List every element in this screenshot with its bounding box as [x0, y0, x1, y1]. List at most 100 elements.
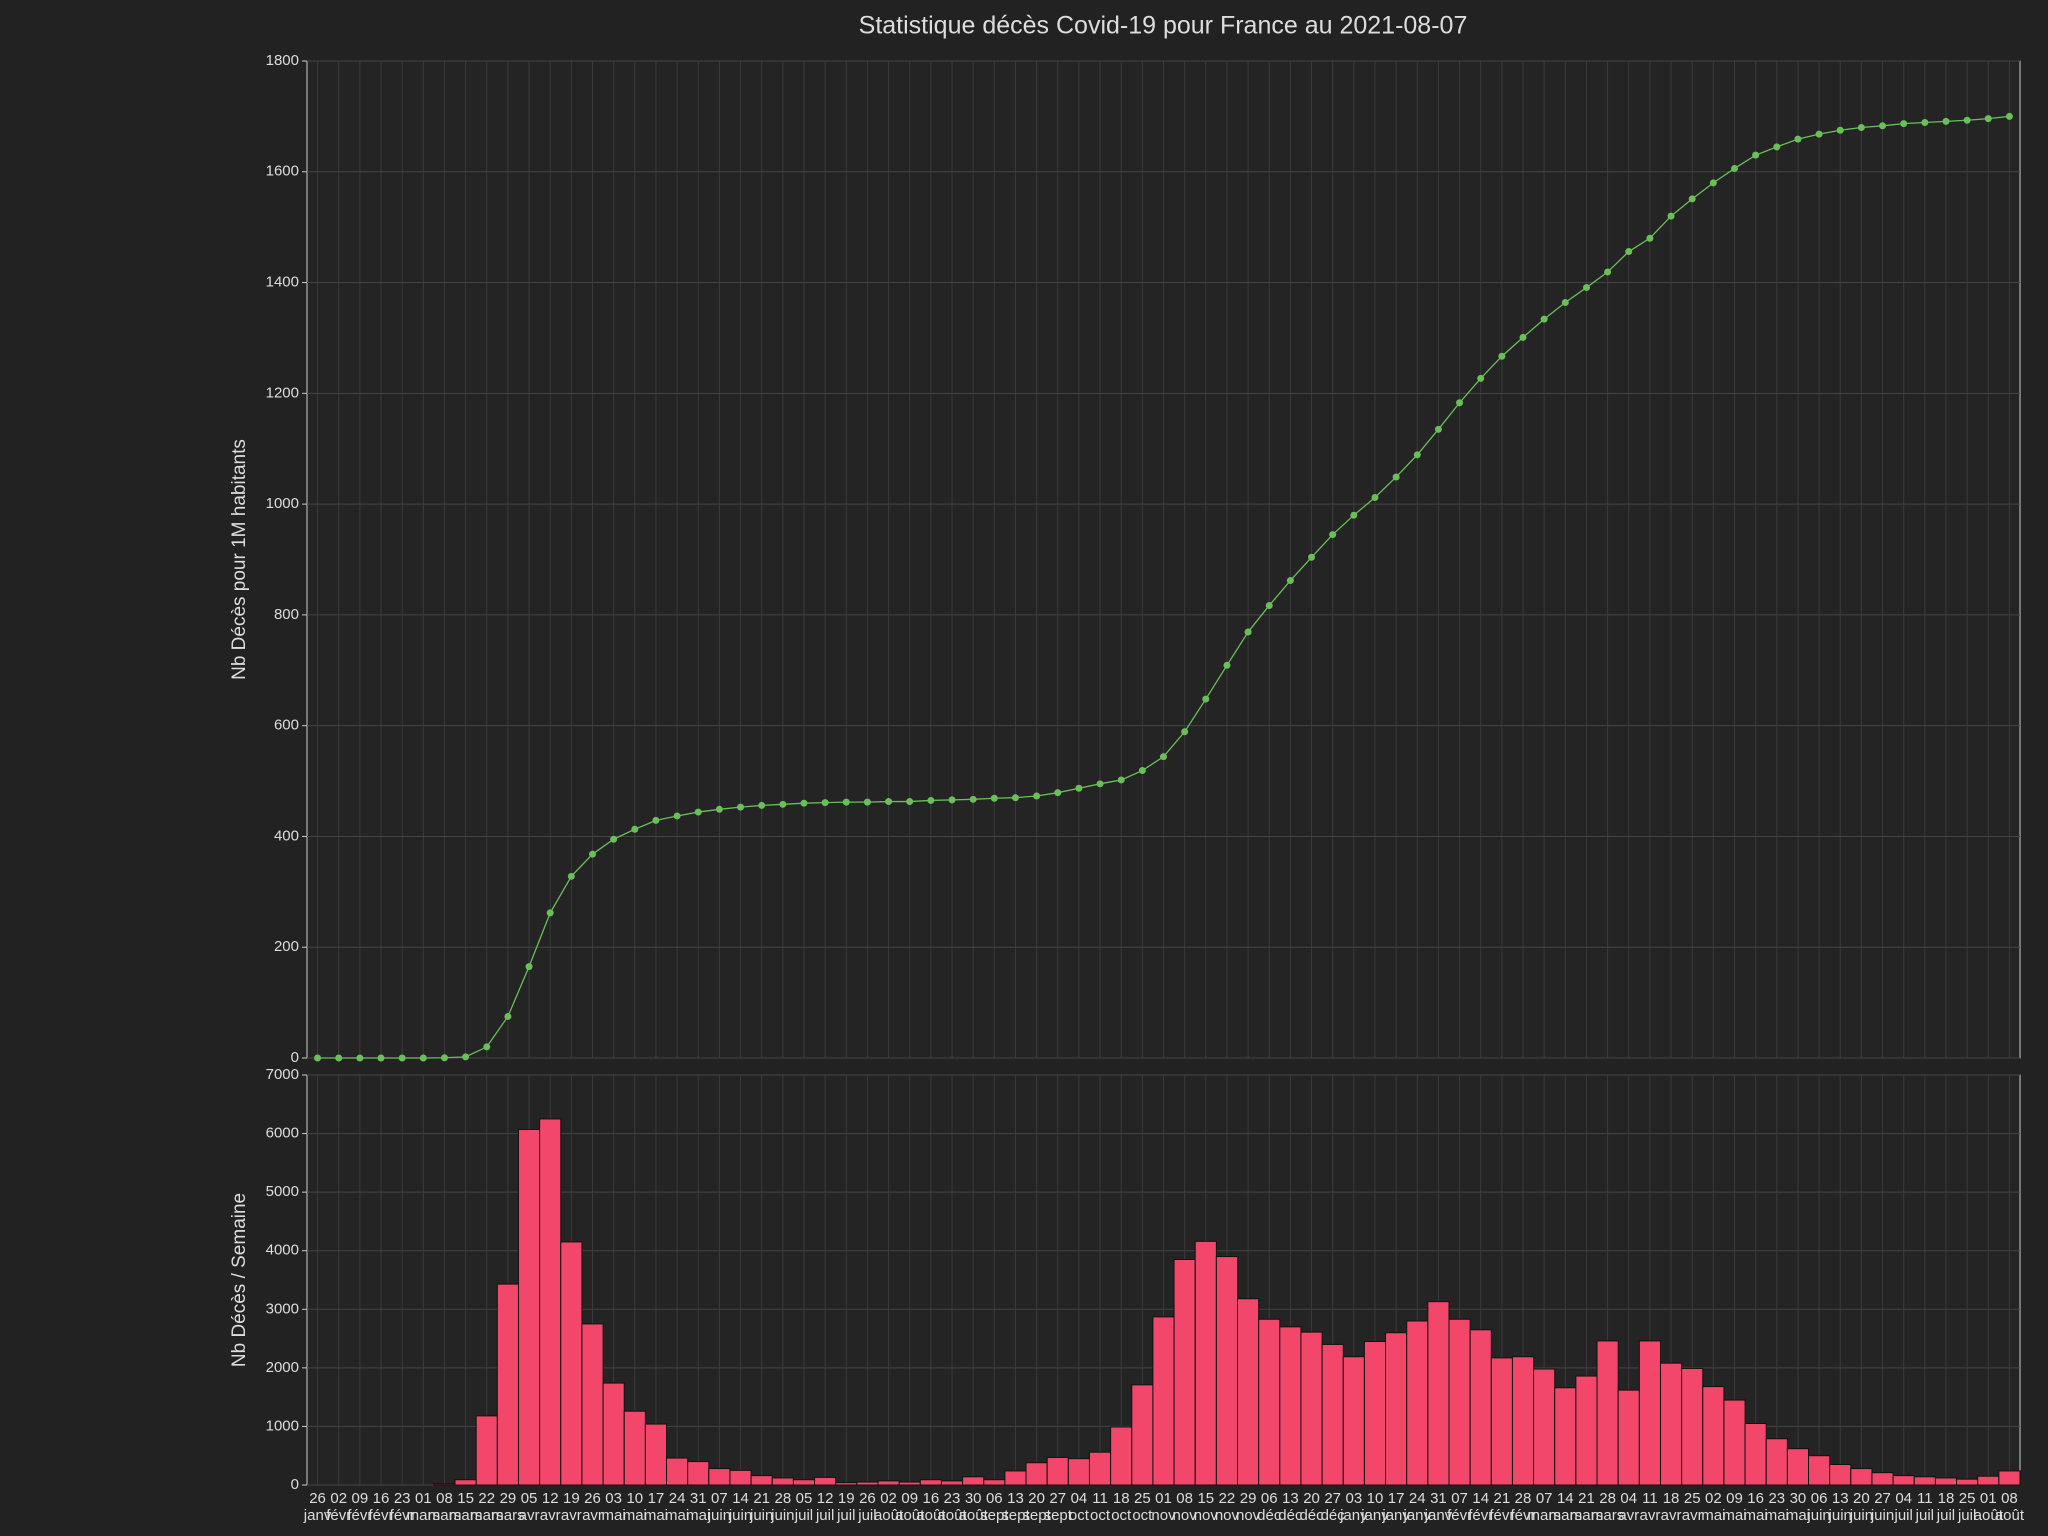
x-tick-label: 05 — [796, 1490, 813, 1507]
point — [1498, 352, 1506, 360]
bar — [1448, 1318, 1471, 1486]
bar — [1892, 1475, 1915, 1486]
x-tick-label: févr — [326, 1507, 351, 1524]
point — [356, 1054, 364, 1062]
x-tick-label: 21 — [1494, 1490, 1511, 1507]
bar — [517, 1128, 541, 1486]
x-tick-label: oct — [1090, 1507, 1111, 1524]
x-tick-label: sept — [1044, 1507, 1073, 1524]
x-tick-label: 10 — [1367, 1490, 1384, 1507]
y-tick-label: 1800 — [266, 52, 299, 69]
x-tick-label: mars — [491, 1507, 524, 1524]
bar — [1110, 1426, 1133, 1486]
x-tick-label: 16 — [373, 1490, 390, 1507]
x-tick-label: 15 — [457, 1490, 474, 1507]
point — [546, 909, 554, 917]
x-tick-label: oct — [1111, 1507, 1132, 1524]
bar — [1913, 1476, 1936, 1486]
bar — [729, 1469, 752, 1486]
bar — [602, 1382, 625, 1486]
x-tick-label: févr — [369, 1507, 394, 1524]
x-tick-label: 12 — [542, 1490, 559, 1507]
y-tick-label: 2000 — [266, 1359, 299, 1376]
x-tick-label: 22 — [478, 1490, 495, 1507]
bar — [1956, 1478, 1979, 1486]
x-tick-label: avr — [1661, 1507, 1682, 1524]
point — [737, 803, 745, 811]
bar — [940, 1480, 964, 1486]
bar — [1088, 1451, 1112, 1486]
point — [779, 800, 787, 808]
point — [1308, 553, 1316, 561]
point — [483, 1043, 491, 1051]
bar — [1723, 1399, 1746, 1486]
point — [1160, 753, 1167, 761]
point — [314, 1054, 322, 1062]
x-tick-label: oct — [1069, 1507, 1090, 1524]
point — [885, 798, 893, 806]
bar — [856, 1481, 879, 1486]
point — [1413, 451, 1421, 459]
bar — [1215, 1256, 1239, 1486]
x-tick-label: 18 — [1938, 1490, 1955, 1507]
x-tick-label: oct — [1132, 1507, 1153, 1524]
bar — [1934, 1477, 1958, 1486]
x-tick-label: 29 — [500, 1490, 517, 1507]
y-tick-label: 3000 — [266, 1300, 299, 1317]
x-tick-label: avr — [582, 1507, 603, 1524]
bar — [962, 1476, 985, 1486]
x-tick-label: 04 — [1620, 1490, 1637, 1507]
y-tick-label: 400 — [274, 827, 299, 844]
point — [1752, 151, 1760, 159]
bar — [1406, 1320, 1429, 1486]
x-tick-label: août — [959, 1507, 989, 1524]
point — [1815, 130, 1823, 138]
x-tick-label: 08 — [1176, 1490, 1193, 1507]
y-tick-label: 200 — [274, 938, 299, 955]
x-tick-label: mai — [686, 1507, 710, 1524]
x-tick-label: déc — [1278, 1507, 1303, 1524]
x-tick-label: 27 — [1324, 1490, 1341, 1507]
x-tick-label: févr — [1489, 1507, 1514, 1524]
x-tick-label: 17 — [648, 1490, 665, 1507]
bar — [1998, 1470, 2021, 1486]
bar — [1681, 1367, 1704, 1486]
x-tick-label: 23 — [1768, 1490, 1785, 1507]
x-tick-label: 01 — [415, 1490, 432, 1507]
point — [1244, 628, 1252, 636]
x-tick-label: 09 — [352, 1490, 369, 1507]
bar — [1871, 1472, 1894, 1486]
bar — [581, 1323, 604, 1486]
bar — [1173, 1259, 1196, 1486]
x-tick-label: 21 — [753, 1490, 770, 1507]
x-tick-label: nov — [1173, 1507, 1198, 1524]
point — [715, 805, 723, 813]
x-tick-label: 09 — [901, 1490, 918, 1507]
x-tick-label: 10 — [626, 1490, 643, 1507]
x-tick-label: 25 — [1959, 1490, 1976, 1507]
bar — [1046, 1456, 1069, 1486]
x-tick-label: juin — [1849, 1507, 1873, 1524]
x-tick-label: 31 — [690, 1490, 707, 1507]
x-tick-label: 18 — [1113, 1490, 1130, 1507]
x-tick-label: janv — [1403, 1507, 1432, 1524]
x-tick-label: nov — [1151, 1507, 1176, 1524]
point — [1921, 118, 1929, 126]
point — [1117, 776, 1125, 784]
x-tick-label: 07 — [1536, 1490, 1553, 1507]
point — [419, 1054, 427, 1062]
x-tick-label: mai — [1786, 1507, 1810, 1524]
x-tick-label: 14 — [1472, 1490, 1489, 1507]
point — [863, 798, 871, 806]
point — [589, 850, 596, 858]
bar — [433, 1483, 456, 1486]
x-tick-label: févr — [1511, 1507, 1536, 1524]
point — [1350, 511, 1358, 519]
x-tick-label: févr — [1447, 1507, 1472, 1524]
point — [842, 798, 850, 806]
y-tick-label: 0 — [291, 1476, 299, 1493]
bar — [983, 1479, 1006, 1486]
x-tick-label: mars — [1549, 1507, 1582, 1524]
bar — [814, 1476, 837, 1486]
